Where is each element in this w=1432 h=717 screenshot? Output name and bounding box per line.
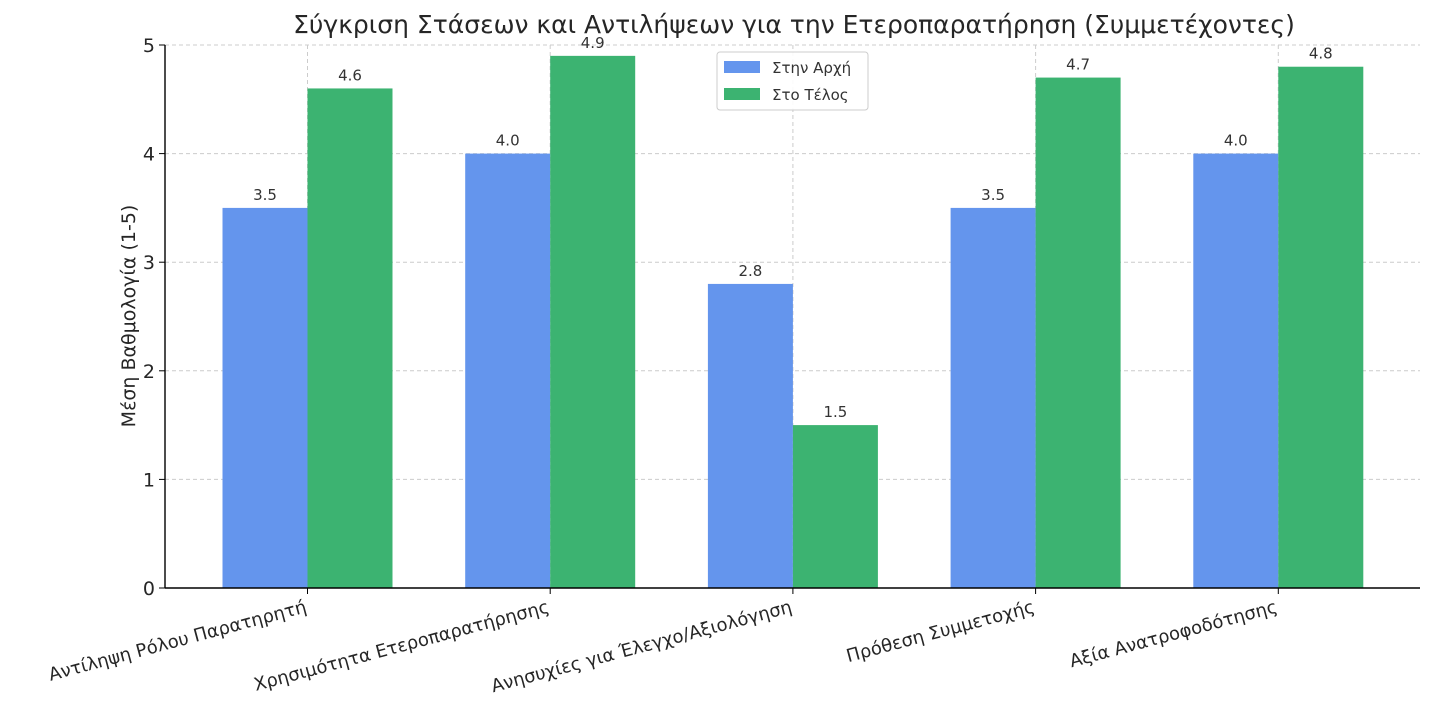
y-tick-label: 0 — [143, 578, 155, 600]
bar — [1278, 66, 1364, 589]
bar — [1193, 153, 1279, 588]
chart-title: Σύγκριση Στάσεων και Αντιλήψεων για την … — [293, 10, 1295, 39]
data-labels: 3.5 4.0 2.8 3.5 4.0 4.6 4.9 1.5 4.7 4.8 — [253, 34, 1333, 421]
bar — [950, 207, 1036, 588]
data-label: 2.8 — [738, 262, 762, 280]
bar — [1035, 77, 1121, 588]
bar — [307, 88, 393, 588]
data-label: 4.8 — [1309, 45, 1333, 63]
data-label: 4.6 — [338, 66, 362, 84]
y-tick-label: 4 — [143, 144, 155, 166]
data-label: 4.7 — [1066, 56, 1090, 74]
y-tick-label: 2 — [143, 361, 155, 383]
legend-label-end: Στο Τέλος — [772, 86, 849, 104]
legend: Στην Αρχή Στο Τέλος — [716, 51, 869, 111]
legend-label-start: Στην Αρχή — [772, 59, 851, 77]
data-label: 3.5 — [981, 186, 1005, 204]
x-tick-label: Αξία Ανατροφοδότησης — [1067, 597, 1279, 673]
data-label: 4.0 — [496, 132, 520, 150]
y-tick-label: 3 — [143, 252, 155, 274]
y-tick-label: 5 — [143, 35, 155, 57]
legend-swatch-start — [724, 61, 760, 73]
x-tick-label: Πρόθεση Συμμετοχής — [844, 597, 1037, 667]
legend-swatch-end — [724, 88, 760, 100]
axes — [159, 44, 1420, 594]
data-label: 3.5 — [253, 186, 277, 204]
y-axis-label: Μέση Βαθμολογία (1-5) — [118, 205, 140, 428]
bars — [222, 55, 1364, 589]
bar — [465, 153, 551, 588]
data-label: 4.9 — [581, 34, 605, 52]
bar — [792, 425, 878, 588]
bar — [550, 55, 636, 589]
bar — [707, 283, 793, 588]
data-label: 1.5 — [823, 403, 847, 421]
y-tick-label: 1 — [143, 469, 155, 491]
data-label: 4.0 — [1224, 132, 1248, 150]
bar — [222, 207, 308, 588]
